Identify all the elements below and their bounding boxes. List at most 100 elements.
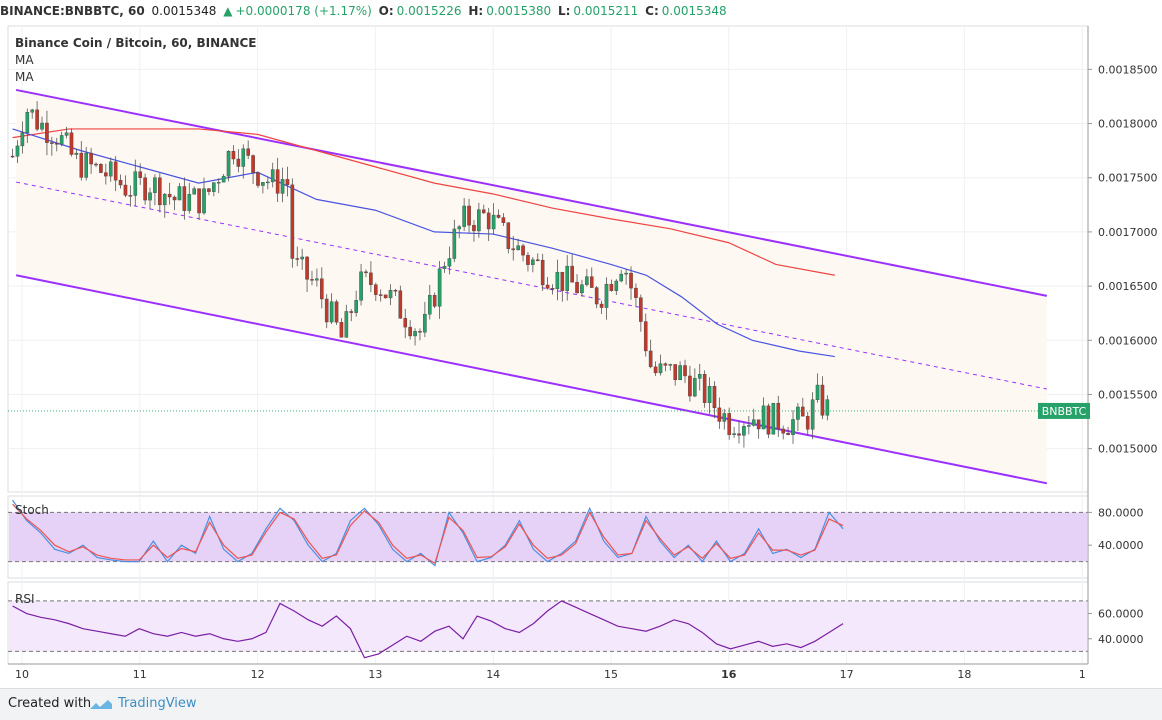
price-pane[interactable] (8, 88, 1088, 485)
rsi-band (9, 600, 1087, 652)
candle (290, 178, 295, 268)
candle (702, 370, 707, 408)
candle-body (45, 122, 49, 143)
candle (432, 292, 437, 309)
candle (673, 364, 678, 386)
candle (20, 121, 25, 154)
candle (585, 268, 589, 287)
candle (324, 294, 329, 329)
candle (30, 108, 35, 119)
stoch-legend[interactable]: Stoch (15, 503, 49, 517)
candle-body (266, 181, 270, 184)
candle-body (427, 295, 432, 315)
candle (634, 283, 638, 308)
up-arrow-icon: ▲ (223, 4, 233, 18)
candle (369, 261, 373, 293)
candle (643, 313, 648, 357)
candle (64, 126, 69, 139)
candle-body (540, 259, 545, 286)
candle-body (570, 265, 574, 283)
stoch-pane[interactable] (8, 499, 1088, 567)
last-price: 0.0015348 (151, 4, 217, 18)
candle-body (373, 284, 378, 295)
candle (477, 202, 481, 238)
candle-body (388, 290, 393, 299)
rsi-pane[interactable] (8, 600, 1088, 659)
candle (717, 397, 722, 429)
candle (167, 182, 172, 205)
candle (413, 328, 417, 346)
candle-body (688, 375, 692, 397)
price-tag: BNBBTC (1038, 402, 1090, 419)
candle-body (167, 193, 172, 198)
candle (172, 195, 177, 211)
candle-body (108, 161, 113, 177)
candle (388, 284, 393, 306)
candle (202, 177, 206, 215)
candle (575, 274, 579, 294)
close-value: 0.0015348 (661, 4, 727, 18)
candle-body (153, 177, 157, 193)
candle-body (378, 294, 383, 296)
candle (801, 397, 805, 417)
candle (162, 192, 167, 218)
candle (300, 248, 304, 270)
candle (74, 148, 79, 160)
candle-body (123, 184, 128, 196)
candle-body (712, 386, 717, 409)
ma-legend-1[interactable]: MA (15, 53, 34, 67)
candle-body (619, 273, 624, 282)
candle (540, 253, 545, 291)
candle-body (526, 254, 530, 265)
candle (158, 173, 162, 213)
candle-body (158, 177, 162, 206)
chart-canvas[interactable]: 10 11 12 13 14 15 16 17 18 1 0.0018500 0.0018000 0.0… (0, 22, 1162, 688)
candle (560, 271, 565, 302)
rsi-y-tick-label: 40.0000 (1098, 633, 1144, 646)
candle (226, 150, 231, 182)
candle-body (148, 192, 152, 201)
candle (427, 284, 432, 320)
candle-body (423, 313, 427, 333)
candle (481, 204, 486, 215)
candle (786, 426, 790, 436)
candle-body (521, 245, 525, 256)
candle (820, 376, 825, 420)
candle (737, 420, 741, 444)
candle-body (261, 182, 265, 186)
candle (285, 166, 290, 197)
candle (472, 220, 476, 242)
rsi-legend[interactable]: RSI (15, 592, 35, 606)
candle (99, 163, 103, 174)
candle (35, 101, 39, 132)
stoch-series-line (12, 503, 844, 565)
x-tick-label: 16 (721, 668, 737, 681)
x-tick-label: 11 (133, 668, 147, 681)
footer: Created with TradingView (0, 688, 1162, 720)
symbol-label[interactable]: BINANCE:BNBBTC, 60 (0, 4, 145, 18)
candle-body (280, 179, 285, 194)
candle (236, 149, 241, 173)
y-tick-label: 0.0015500 (1098, 388, 1158, 401)
candle-body (40, 122, 44, 130)
candle-body (585, 276, 589, 285)
channel-lower-line (15, 274, 1048, 485)
stoch-band (9, 512, 1087, 562)
candle (148, 187, 152, 210)
tradingview-brand-link[interactable]: TradingView (118, 696, 197, 711)
candle (59, 131, 64, 147)
ma-legend-2[interactable]: MA (15, 70, 34, 84)
candle-body (20, 132, 25, 147)
candle-body (432, 295, 437, 307)
candle (653, 361, 658, 376)
candle-body (732, 433, 736, 435)
candle (310, 270, 314, 286)
tradingview-logo-icon[interactable] (88, 698, 114, 712)
candle-body (162, 193, 167, 206)
candle (624, 269, 628, 285)
candle (378, 289, 383, 302)
candle-body (766, 405, 771, 435)
candle-body (64, 132, 69, 136)
candle (295, 246, 300, 267)
candle (609, 279, 614, 292)
